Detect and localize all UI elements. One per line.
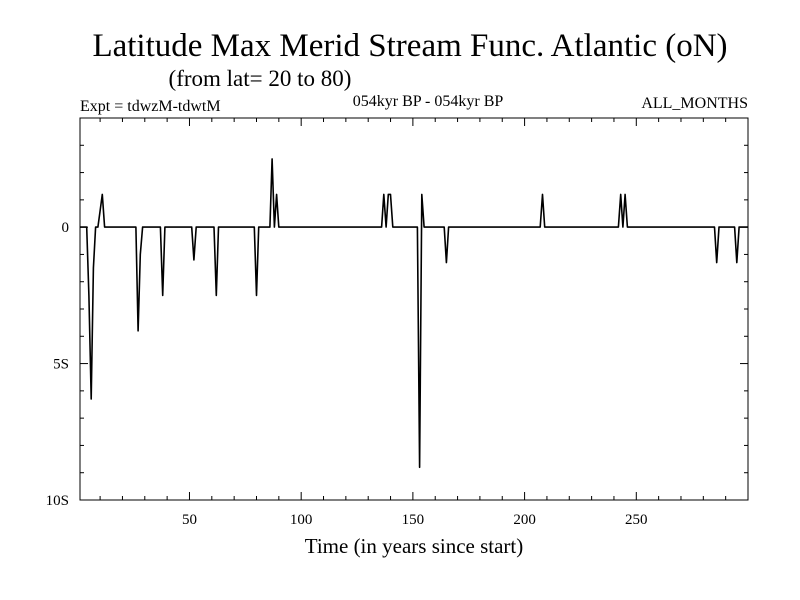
chart-title: Latitude Max Merid Stream Func. Atlantic… [92, 28, 727, 64]
period-label: 054kyr BP - 054kyr BP [353, 93, 504, 110]
x-axis-label: Time (in years since start) [305, 534, 524, 558]
tick-marks [80, 117, 748, 501]
chart-subtitle: (from lat= 20 to 80) [169, 66, 352, 91]
x-tick-label: 250 [625, 512, 648, 528]
y-tick-label: 0 [62, 220, 70, 236]
x-tick-label: 200 [513, 512, 536, 528]
plot-frame [79, 117, 749, 501]
expt-label: Expt = tdwzM-tdwtM [80, 98, 221, 115]
y-tick-label: 10S [46, 493, 69, 509]
y-tick-labels: 0 5S 10S [46, 220, 69, 509]
x-tick-label: 150 [402, 512, 425, 528]
series-line-tdwzM-tdwtM [80, 158, 748, 469]
x-tick-label: 50 [182, 512, 197, 528]
x-tick-label: 100 [290, 512, 313, 528]
months-label: ALL_MONTHS [641, 95, 748, 112]
y-tick-label: 5S [53, 357, 69, 373]
x-tick-labels: 50 100 150 200 250 [182, 512, 648, 528]
